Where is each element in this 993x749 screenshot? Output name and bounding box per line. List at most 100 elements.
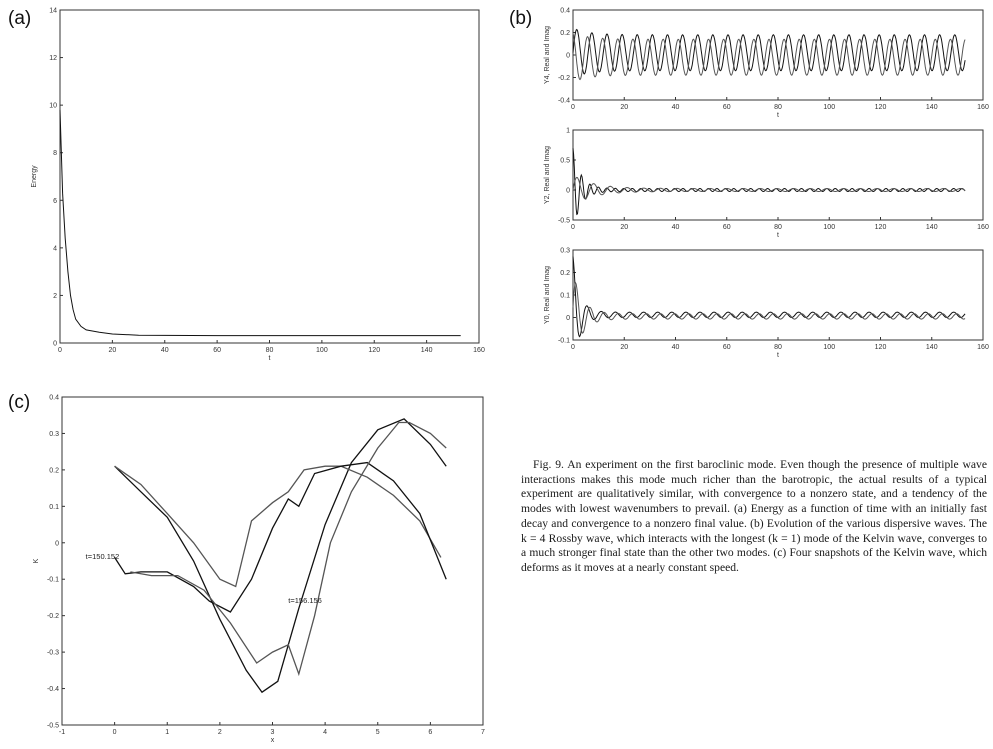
y-axis-label-b2: Y2, Real and Imag	[544, 146, 551, 204]
x-tick-label-c: -1	[59, 729, 65, 736]
x-tick-label-a: 40	[161, 347, 169, 354]
y-tick-label-a: 4	[53, 245, 57, 252]
plot-frame-b1	[572, 9, 984, 101]
x-tick-label-b1: 60	[723, 104, 731, 111]
y-tick-label-c: -0.2	[47, 613, 59, 620]
y-tick-label-b1: 0.4	[560, 8, 570, 15]
panel-label-c: (c)	[8, 392, 31, 413]
x-tick-label-b1: 120	[875, 104, 887, 111]
y-axis-label-b3: Y0, Real and Imag	[544, 266, 551, 324]
x-axis-label-b2: t	[777, 232, 779, 239]
y-tick-label-a: 0	[53, 341, 57, 348]
x-tick-label-c: 4	[323, 729, 327, 736]
x-tick-label-b2: 140	[926, 224, 938, 231]
y-tick-label-a: 6	[53, 198, 57, 205]
x-tick-label-b1: 0	[571, 104, 575, 111]
panel-label-a: (a)	[8, 8, 32, 29]
x-tick-label-c: 2	[218, 729, 222, 736]
x-axis-label-b3: t	[777, 352, 779, 359]
x-tick-label-b1: 160	[977, 104, 989, 111]
x-tick-label-a: 60	[213, 347, 221, 354]
x-tick-label-c: 1	[165, 729, 169, 736]
series-line-a-1	[59, 109, 461, 337]
y-tick-label-b3: 0.3	[560, 248, 570, 255]
x-tick-label-b3: 140	[926, 344, 938, 351]
x-tick-label-b3: 60	[723, 344, 731, 351]
y-tick-label-c: 0.3	[49, 431, 59, 438]
x-tick-label-a: 80	[266, 347, 274, 354]
x-tick-label-b2: 40	[672, 224, 680, 231]
x-tick-label-b1: 100	[823, 104, 835, 111]
y-tick-label-a: 2	[53, 293, 57, 300]
y-tick-label-b3: 0.2	[560, 270, 570, 277]
x-tick-label-c: 0	[113, 729, 117, 736]
x-tick-label-b1: 140	[926, 104, 938, 111]
x-tick-label-b2: 20	[620, 224, 628, 231]
x-tick-label-c: 6	[428, 729, 432, 736]
series-line-c-2	[114, 465, 442, 588]
x-tick-label-c: 5	[376, 729, 380, 736]
x-tick-label-c: 3	[271, 729, 275, 736]
panel-label-b: (b)	[509, 8, 533, 29]
caption-text: An experiment on the first baroclinic mo…	[521, 458, 987, 575]
y-tick-label-a: 8	[53, 150, 57, 157]
y-tick-label-c: 0.2	[49, 467, 59, 474]
series-line-c-4	[130, 421, 447, 677]
y-tick-label-c: 0.4	[49, 395, 59, 402]
series-line-c-1	[114, 418, 447, 694]
y-tick-label-b2: -0.5	[558, 218, 570, 225]
figure-caption: Fig. 9. An experiment on the first baroc…	[521, 458, 987, 576]
x-tick-label-a: 120	[368, 347, 380, 354]
plot-frame-b2	[572, 129, 984, 221]
y-tick-label-c: -0.5	[47, 723, 59, 730]
x-axis-label-a: t	[269, 355, 271, 362]
y-tick-label-b3: 0	[566, 315, 570, 322]
x-tick-label-a: 0	[58, 347, 62, 354]
x-axis-label-b1: t	[777, 112, 779, 119]
y-tick-label-b1: -0.4	[558, 98, 570, 105]
x-tick-label-b3: 100	[823, 344, 835, 351]
y-axis-label-a: Energy	[31, 165, 38, 188]
x-tick-label-b1: 20	[620, 104, 628, 111]
plot-frame-a	[59, 9, 480, 344]
x-tick-label-b3: 80	[774, 344, 782, 351]
x-tick-label-b1: 40	[672, 104, 680, 111]
x-tick-label-b2: 160	[977, 224, 989, 231]
series-line-b2-1	[572, 148, 966, 216]
y-tick-label-c: 0.1	[49, 504, 59, 511]
y-tick-label-b1: 0	[566, 53, 570, 60]
y-tick-label-a: 12	[49, 55, 57, 62]
x-tick-label-b1: 80	[774, 104, 782, 111]
x-tick-label-b3: 40	[672, 344, 680, 351]
y-tick-label-b3: -0.1	[558, 338, 570, 345]
series-line-b3-1	[572, 256, 966, 338]
x-tick-label-b3: 160	[977, 344, 989, 351]
annotation-c-1: t=150.152	[86, 552, 120, 561]
y-tick-label-c: -0.1	[47, 577, 59, 584]
y-tick-label-c: -0.4	[47, 686, 59, 693]
x-tick-label-a: 20	[108, 347, 116, 354]
annotation-c-2: t=156.156	[288, 596, 322, 605]
x-tick-label-b2: 120	[875, 224, 887, 231]
x-tick-label-b3: 120	[875, 344, 887, 351]
x-tick-label-b3: 20	[620, 344, 628, 351]
y-tick-label-c: -0.3	[47, 650, 59, 657]
series-line-b3-2	[572, 281, 966, 334]
y-axis-label-b1: Y4, Real and Imag	[544, 26, 551, 84]
series-line-b2-2	[572, 176, 966, 200]
y-tick-label-b2: 1	[566, 128, 570, 135]
caption-fig-label: Fig. 9.	[533, 458, 564, 471]
x-tick-label-b2: 60	[723, 224, 731, 231]
x-tick-label-a: 140	[421, 347, 433, 354]
series-line-b1-2	[572, 32, 966, 81]
y-tick-label-b2: 0	[566, 188, 570, 195]
y-tick-label-c: 0	[55, 540, 59, 547]
y-tick-label-b2: 0.5	[560, 158, 570, 165]
y-tick-label-b1: -0.2	[558, 75, 570, 82]
x-tick-label-b3: 0	[571, 344, 575, 351]
plot-frame-b3	[572, 249, 984, 341]
x-tick-label-a: 160	[473, 347, 485, 354]
series-line-c-3	[114, 461, 447, 613]
x-tick-label-c: 7	[481, 729, 485, 736]
